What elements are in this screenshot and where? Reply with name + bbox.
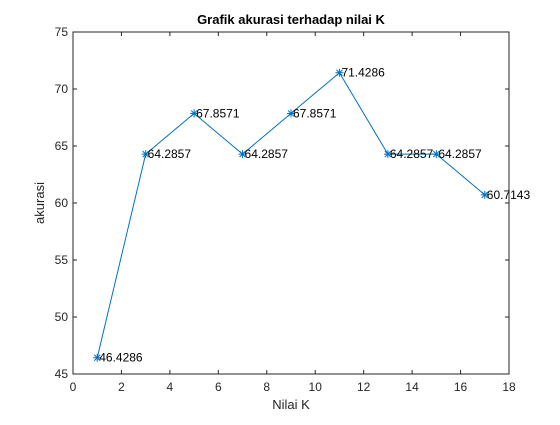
data-point-marker <box>238 150 247 159</box>
data-point-marker <box>480 190 489 199</box>
x-axis-label: Nilai K <box>272 397 310 412</box>
data-point-marker <box>383 150 392 159</box>
x-tick-label: 18 <box>502 380 516 394</box>
data-point-marker <box>432 150 441 159</box>
data-label: 67.8571 <box>196 106 240 120</box>
data-label: 71.4286 <box>341 66 385 80</box>
y-tick-label: 75 <box>55 25 69 39</box>
data-label: 64.2857 <box>148 147 192 161</box>
x-tick-label: 4 <box>167 380 174 394</box>
x-tick-label: 2 <box>118 380 125 394</box>
data-label: 46.4286 <box>99 351 143 365</box>
x-tick-label: 8 <box>263 380 270 394</box>
x-tick-label: 10 <box>309 380 323 394</box>
y-tick-label: 50 <box>55 310 69 324</box>
x-tick-label: 0 <box>70 380 77 394</box>
x-tick-label: 14 <box>405 380 419 394</box>
data-point-marker <box>93 353 102 362</box>
series-group: 46.4286 64.2857 67.8571 64.2857 67.8571 71.42… <box>93 66 530 365</box>
y-tick-label: 70 <box>55 82 69 96</box>
x-tick-label: 6 <box>215 380 222 394</box>
chart-title: Grafik akurasi terhadap nilai K <box>197 12 385 27</box>
y-axis-label: akurasi <box>32 182 47 224</box>
x-axis: 0 2 4 6 8 10 12 14 16 18 <box>70 32 516 394</box>
data-label: 64.2857 <box>438 147 482 161</box>
y-tick-label: 60 <box>55 196 69 210</box>
y-tick-label: 45 <box>55 367 69 381</box>
data-label: 64.2857 <box>390 147 434 161</box>
data-point-marker <box>190 109 199 118</box>
y-tick-label: 55 <box>55 253 69 267</box>
data-label: 60.7143 <box>487 188 531 202</box>
data-point-marker <box>287 109 295 118</box>
data-label: 64.2857 <box>245 147 289 161</box>
data-point-marker <box>335 68 344 77</box>
data-label: 67.8571 <box>293 106 337 120</box>
y-tick-label: 65 <box>55 139 69 153</box>
y-axis: 45 50 55 60 65 70 75 <box>55 25 509 381</box>
x-tick-label: 12 <box>357 380 371 394</box>
data-point-marker <box>141 150 150 159</box>
plot-area <box>72 31 510 375</box>
x-tick-label: 16 <box>454 380 468 394</box>
